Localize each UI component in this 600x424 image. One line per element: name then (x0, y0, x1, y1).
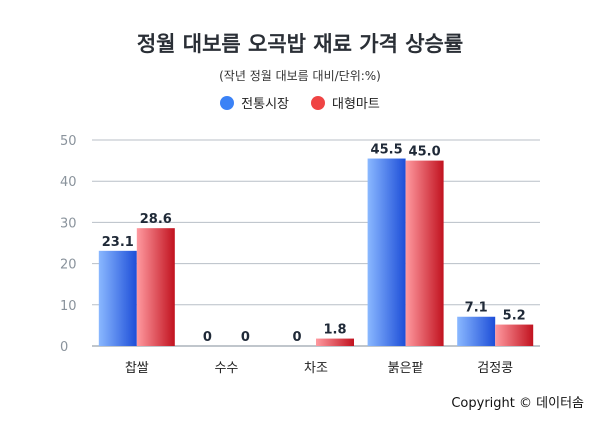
legend-item-traditional-market: 전통시장 (220, 93, 289, 112)
x-tick-label: 붉은팥 (388, 361, 424, 376)
data-label-traditional-market: 0 (292, 330, 301, 345)
y-tick-label: 20 (60, 258, 77, 273)
bar-large-mart (316, 338, 354, 346)
x-tick-label: 찹쌀 (125, 361, 149, 376)
data-label-traditional-market: 23.1 (102, 235, 134, 250)
legend-label-large-mart: 대형마트 (332, 97, 380, 112)
bar-large-mart (136, 228, 175, 346)
legend-item-large-mart: 대형마트 (311, 93, 380, 112)
y-tick-label: 50 (60, 134, 77, 149)
chart-title: 정월 대보름 오곡밥 재료 가격 상승률 (136, 32, 464, 56)
legend-marker-large-mart (311, 95, 325, 110)
bar-traditional-market (367, 158, 406, 346)
bar-large-mart (405, 160, 444, 346)
x-tick-label: 수수 (214, 361, 238, 376)
bar-traditional-market (98, 250, 137, 346)
legend-marker-traditional-market (220, 95, 235, 110)
data-label-traditional-market: 45.5 (371, 143, 403, 158)
y-tick-label: 30 (60, 216, 77, 231)
copyright-text: Copyright © 데이터솜 (451, 396, 584, 411)
data-label-large-mart: 5.2 (503, 309, 526, 324)
chart-legend: 전통시장 대형마트 (0, 93, 600, 112)
x-tick-label: 검정콩 (477, 361, 513, 376)
data-label-large-mart: 1.8 (323, 323, 346, 338)
y-tick-label: 10 (60, 299, 77, 314)
x-tick-label: 차조 (304, 361, 328, 376)
data-label-traditional-market: 0 (203, 330, 212, 345)
data-label-traditional-market: 7.1 (465, 301, 488, 316)
data-label-large-mart: 45.0 (409, 145, 441, 160)
bar-traditional-market (457, 316, 496, 346)
data-label-large-mart: 28.6 (140, 212, 172, 227)
chart-subtitle: (작년 정월 대보름 대비/단위:%) (219, 69, 381, 83)
bar-large-mart (495, 324, 534, 346)
legend-label-traditional-market: 전통시장 (241, 97, 289, 112)
y-tick-label: 0 (60, 340, 68, 355)
y-tick-label: 40 (60, 175, 77, 190)
data-label-large-mart: 0 (241, 330, 250, 345)
